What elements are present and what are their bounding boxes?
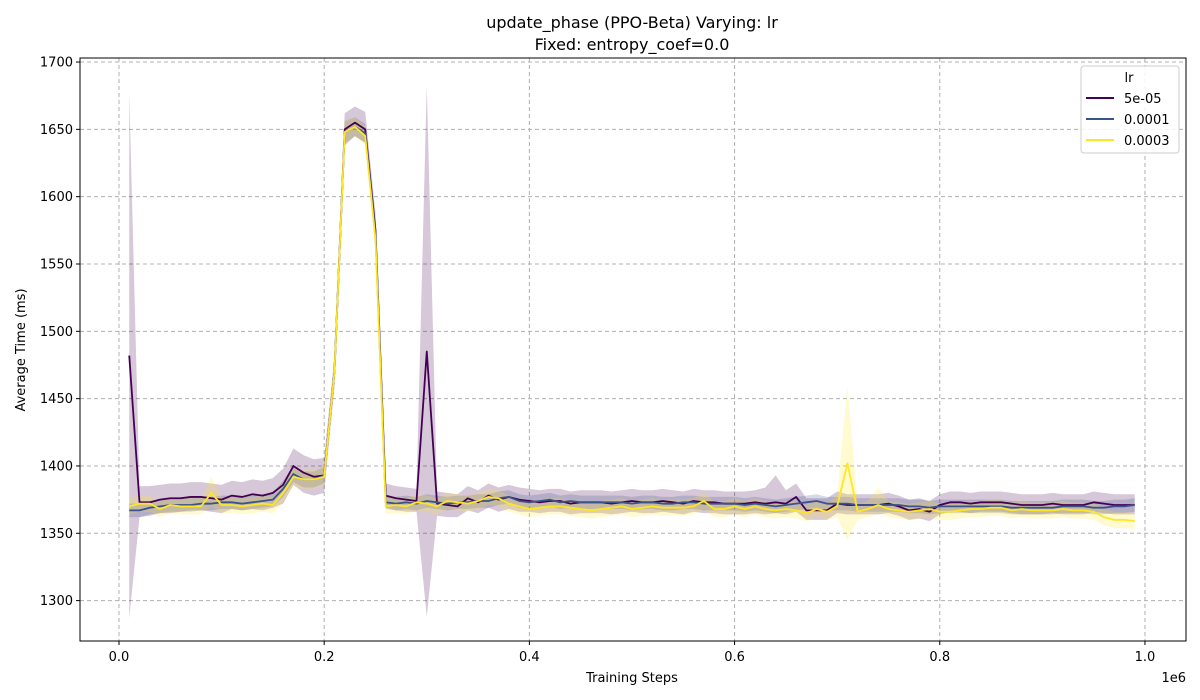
y-tick-label: 1700 <box>40 56 73 71</box>
y-axis-label: Average Time (ms) <box>14 288 29 411</box>
grid-lines <box>80 58 1186 641</box>
x-tick-label: 0.2 <box>314 650 335 665</box>
y-tick-label: 1350 <box>40 527 73 542</box>
y-tick-label: 1550 <box>40 258 73 273</box>
series-line-0 <box>128 121 1135 513</box>
x-tick-label: 1.0 <box>1135 650 1156 665</box>
series-line-1 <box>129 125 1135 512</box>
chart-title: update_phase (PPO-Beta) Varying: lr <box>486 13 778 33</box>
confidence-band-1 <box>129 117 1135 518</box>
plot-frame <box>79 57 1187 642</box>
series-lines <box>128 121 1135 523</box>
x-tick-label: 0.8 <box>929 650 950 665</box>
chart-subtitle: Fixed: entropy_coef=0.0 <box>535 35 730 55</box>
legend-label: 5e-05 <box>1124 92 1162 107</box>
y-tick-label: 1500 <box>40 325 73 340</box>
y-tick-label: 1600 <box>40 190 73 205</box>
confidence-bands <box>129 84 1135 619</box>
x-tick-label: 0.0 <box>109 650 130 665</box>
y-tick-label: 1400 <box>40 459 73 474</box>
x-axis-ticks: 0.0 0.2 0.4 0.6 0.8 1.0 <box>109 641 1156 665</box>
y-axis-ticks: 1300 1350 1400 1450 1500 1550 1600 1650 1700 <box>40 56 80 609</box>
y-tick-label: 1650 <box>40 123 73 138</box>
confidence-band-0 <box>129 84 1135 619</box>
legend: lr 5e-05 0.0001 0.0003 <box>1080 65 1180 154</box>
x-tick-label: 0.4 <box>519 650 540 665</box>
legend-box <box>1080 65 1180 154</box>
legend-label: 0.0001 <box>1124 113 1170 128</box>
x-axis-offset-label: 1e6 <box>1161 671 1186 686</box>
legend-label: 0.0003 <box>1124 134 1170 149</box>
x-axis-label: Training Steps <box>585 671 678 686</box>
y-tick-label: 1300 <box>40 594 73 609</box>
legend-title: lr <box>1125 71 1135 86</box>
x-tick-label: 0.6 <box>724 650 745 665</box>
series-line-2 <box>129 125 1135 523</box>
y-tick-label: 1450 <box>40 392 73 407</box>
confidence-band-2 <box>129 117 1135 541</box>
